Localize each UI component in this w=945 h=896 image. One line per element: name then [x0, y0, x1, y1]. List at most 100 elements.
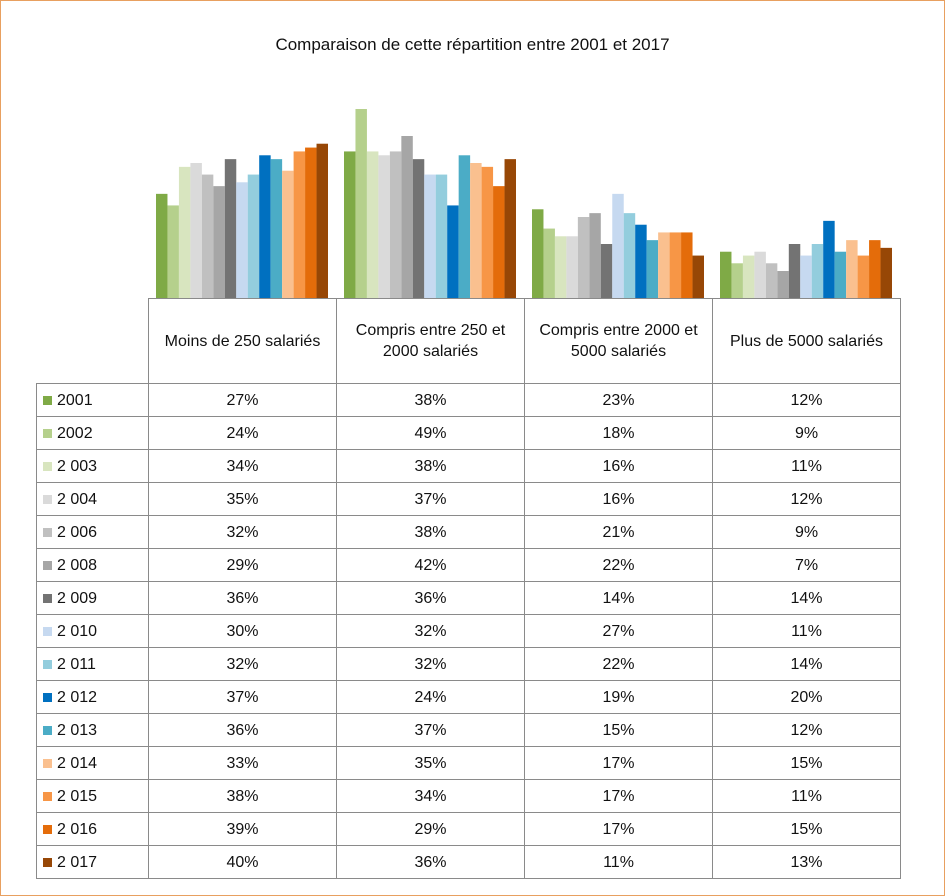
bar	[623, 213, 636, 298]
legend-entry: 2 010	[36, 614, 149, 648]
bar	[811, 244, 824, 298]
data-label: 23%	[524, 383, 713, 417]
bar	[389, 151, 402, 298]
legend-entry: 2 012	[36, 680, 149, 714]
bar	[612, 193, 624, 298]
legend-label: 2 008	[57, 556, 98, 574]
data-label: 9%	[712, 416, 901, 450]
data-label: 32%	[336, 614, 525, 648]
legend-entry: 2 006	[36, 515, 149, 549]
data-label: 42%	[336, 548, 525, 582]
data-label: 27%	[524, 614, 713, 648]
legend-label: 2 015	[57, 787, 98, 805]
data-label: 37%	[336, 713, 525, 747]
bar	[293, 151, 306, 298]
legend-entry: 2 013	[36, 713, 149, 747]
legend-label: 2 013	[57, 721, 98, 739]
data-label: 35%	[336, 746, 525, 780]
data-label: 34%	[148, 449, 337, 483]
bar	[669, 232, 682, 298]
bar	[589, 213, 601, 298]
bar	[236, 182, 248, 298]
bar	[600, 244, 613, 298]
data-label: 24%	[336, 680, 525, 714]
data-label: 17%	[524, 779, 713, 813]
bar	[731, 263, 743, 298]
legend-swatch	[43, 560, 52, 570]
data-label: 21%	[524, 515, 713, 549]
legend-entry: 2002	[36, 416, 149, 450]
chart-title: Comparaison de cette répartition entre 2…	[275, 35, 670, 54]
data-label: 12%	[712, 482, 901, 516]
bar	[470, 163, 482, 298]
data-label: 15%	[712, 812, 901, 846]
data-label: 18%	[524, 416, 713, 450]
legend-label: 2 017	[57, 853, 98, 871]
bar	[435, 174, 448, 298]
bar	[282, 170, 294, 298]
legend-label: 2001	[57, 391, 93, 409]
data-label: 32%	[148, 515, 337, 549]
bar	[458, 155, 471, 298]
legend-swatch	[43, 725, 52, 735]
bar	[646, 240, 659, 298]
data-label: 36%	[148, 713, 337, 747]
data-label: 49%	[336, 416, 525, 450]
bar	[259, 155, 271, 298]
bar	[305, 147, 317, 298]
legend-entry: 2 015	[36, 779, 149, 813]
bar	[412, 159, 425, 298]
legend-entry: 2 016	[36, 812, 149, 846]
data-label: 11%	[712, 779, 901, 813]
data-label: 40%	[148, 845, 337, 879]
bar	[447, 205, 459, 298]
bar	[504, 159, 516, 298]
data-label: 29%	[148, 548, 337, 582]
bar	[178, 166, 191, 298]
bar	[378, 155, 390, 298]
legend-swatch	[43, 659, 52, 669]
bar	[834, 251, 847, 298]
data-label: 33%	[148, 746, 337, 780]
bar	[742, 255, 755, 298]
legend-label: 2 003	[57, 457, 98, 475]
data-label: 15%	[712, 746, 901, 780]
category-header: Moins de 250 salariés	[148, 298, 337, 384]
bar	[658, 232, 670, 298]
data-label: 14%	[524, 581, 713, 615]
bar	[532, 209, 544, 298]
data-label: 20%	[712, 680, 901, 714]
bar	[566, 236, 578, 298]
data-label: 32%	[148, 647, 337, 681]
data-label: 34%	[336, 779, 525, 813]
data-label: 27%	[148, 383, 337, 417]
bar	[481, 166, 494, 298]
legend-label: 2 014	[57, 754, 98, 772]
legend-swatch	[43, 494, 52, 504]
data-label: 16%	[524, 482, 713, 516]
legend-swatch	[43, 758, 52, 768]
bar	[401, 136, 413, 298]
data-label: 35%	[148, 482, 337, 516]
data-label: 32%	[336, 647, 525, 681]
data-label: 13%	[712, 845, 901, 879]
bar	[857, 255, 870, 298]
legend-label: 2 011	[57, 655, 96, 673]
bar	[846, 240, 858, 298]
legend-entry: 2 011	[36, 647, 149, 681]
bar	[247, 174, 260, 298]
legend-label: 2 012	[57, 688, 98, 706]
bar	[190, 163, 202, 298]
bar	[366, 151, 379, 298]
category-header: Compris entre 2000 et 5000 salariés	[524, 298, 713, 384]
legend-label: 2 006	[57, 523, 98, 541]
bar	[213, 186, 225, 298]
legend-swatch	[43, 692, 52, 702]
bar	[424, 174, 436, 298]
legend-entry: 2 017	[36, 845, 149, 879]
legend-swatch	[43, 527, 52, 537]
data-label: 37%	[336, 482, 525, 516]
bar	[224, 159, 237, 298]
legend-entry: 2 008	[36, 548, 149, 582]
